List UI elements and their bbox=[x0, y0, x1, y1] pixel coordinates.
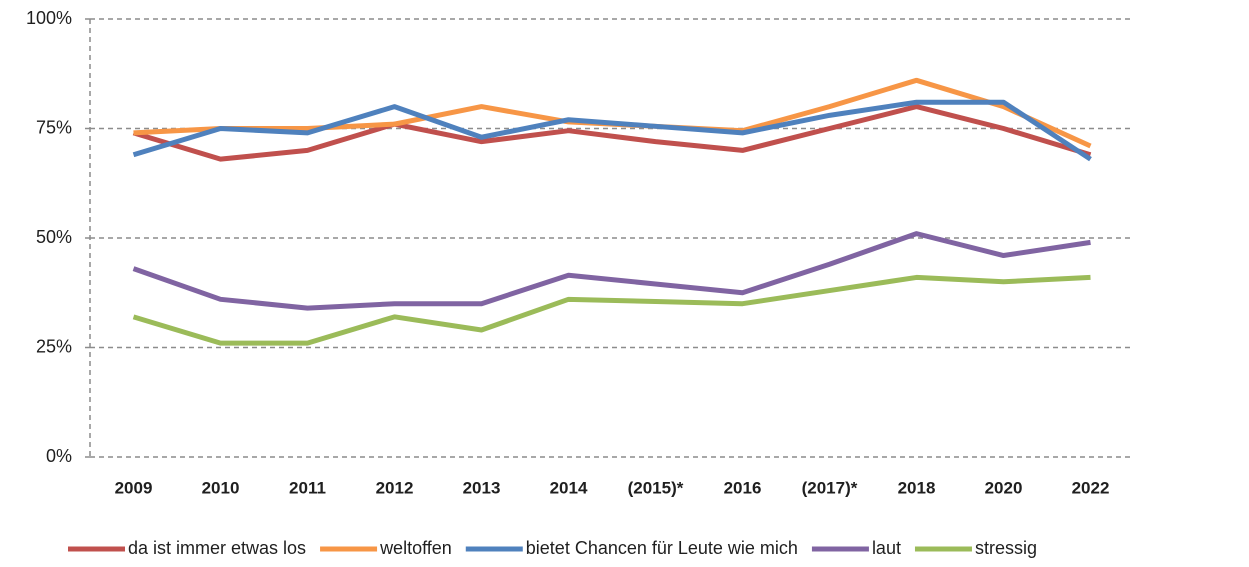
legend-label: weltoffen bbox=[379, 538, 452, 558]
x-tick-label: (2017)* bbox=[802, 478, 858, 497]
x-tick-label: 2018 bbox=[898, 478, 936, 497]
series-line bbox=[132, 274, 1091, 346]
x-tick-label: 2012 bbox=[376, 478, 414, 497]
y-tick-label: 25% bbox=[36, 336, 72, 356]
x-tick-label: 2009 bbox=[115, 478, 153, 497]
series-line bbox=[132, 231, 1091, 311]
series-line bbox=[132, 104, 1092, 162]
y-tick-label: 75% bbox=[36, 117, 72, 137]
y-tick-label: 100% bbox=[26, 8, 72, 28]
legend-label: da ist immer etwas los bbox=[128, 538, 306, 558]
y-tick-label: 50% bbox=[36, 227, 72, 247]
legend-label: laut bbox=[872, 538, 901, 558]
x-tick-label: 2016 bbox=[724, 478, 762, 497]
x-tick-label: 2013 bbox=[463, 478, 501, 497]
x-tick-label: 2014 bbox=[550, 478, 588, 497]
legend-label: stressig bbox=[975, 538, 1037, 558]
series-line bbox=[132, 99, 1092, 162]
x-tick-label: 2022 bbox=[1072, 478, 1110, 497]
x-tick-label: 2010 bbox=[202, 478, 240, 497]
x-tick-label: 2011 bbox=[289, 478, 326, 497]
legend-label: bietet Chancen für Leute wie mich bbox=[526, 538, 798, 558]
y-tick-label: 0% bbox=[46, 446, 72, 466]
x-tick-label: (2015)* bbox=[628, 478, 684, 497]
x-tick-label: 2020 bbox=[985, 478, 1023, 497]
